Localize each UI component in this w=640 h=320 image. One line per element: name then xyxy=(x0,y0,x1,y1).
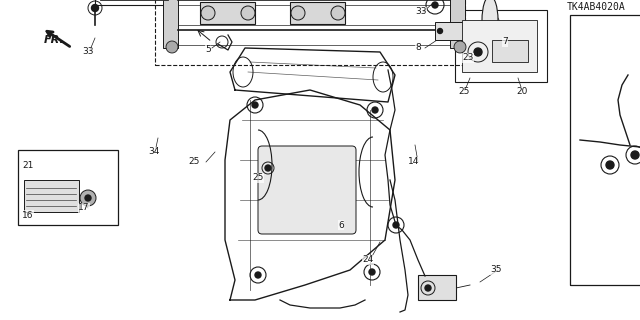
Circle shape xyxy=(393,222,399,228)
Bar xyxy=(455,10,547,82)
Text: 24: 24 xyxy=(362,255,373,265)
Text: 34: 34 xyxy=(148,148,159,156)
FancyBboxPatch shape xyxy=(258,146,356,234)
Text: 35: 35 xyxy=(490,266,502,275)
Circle shape xyxy=(331,6,345,20)
Circle shape xyxy=(372,107,378,113)
Text: 23: 23 xyxy=(462,53,474,62)
Circle shape xyxy=(474,48,482,56)
Bar xyxy=(24,180,79,212)
Circle shape xyxy=(252,102,258,108)
Circle shape xyxy=(201,6,215,20)
Circle shape xyxy=(432,2,438,8)
Circle shape xyxy=(92,4,99,12)
Circle shape xyxy=(438,28,442,34)
Circle shape xyxy=(85,195,91,201)
Text: 25: 25 xyxy=(458,87,469,97)
Bar xyxy=(462,20,537,72)
Text: 16: 16 xyxy=(22,211,33,220)
Circle shape xyxy=(265,165,271,171)
Text: 5: 5 xyxy=(205,45,211,54)
Circle shape xyxy=(606,161,614,169)
Text: 33: 33 xyxy=(415,7,426,17)
Ellipse shape xyxy=(482,0,498,44)
Circle shape xyxy=(166,41,178,53)
Bar xyxy=(418,275,456,300)
Circle shape xyxy=(255,272,261,278)
Circle shape xyxy=(454,41,466,53)
Bar xyxy=(290,2,345,24)
Bar xyxy=(492,40,528,62)
Text: 8: 8 xyxy=(415,44,420,52)
Text: 20: 20 xyxy=(516,87,527,97)
Circle shape xyxy=(425,285,431,291)
Circle shape xyxy=(241,6,255,20)
Text: 33: 33 xyxy=(82,47,93,57)
Text: TK4AB4020A: TK4AB4020A xyxy=(566,2,625,12)
Circle shape xyxy=(80,190,96,206)
Circle shape xyxy=(631,151,639,159)
Bar xyxy=(163,0,178,48)
Circle shape xyxy=(369,269,375,275)
Bar xyxy=(200,2,255,24)
Bar xyxy=(435,22,463,40)
Text: 21: 21 xyxy=(22,161,33,170)
Bar xyxy=(18,150,118,225)
Bar xyxy=(450,0,465,48)
Text: 25: 25 xyxy=(252,173,264,182)
Text: 6: 6 xyxy=(338,220,344,229)
Text: 25: 25 xyxy=(188,157,200,166)
Text: 7: 7 xyxy=(502,37,508,46)
Bar xyxy=(155,0,465,65)
Bar xyxy=(95,0,175,5)
Circle shape xyxy=(291,6,305,20)
Text: 14: 14 xyxy=(408,157,419,166)
Bar xyxy=(570,15,640,285)
Text: 17: 17 xyxy=(78,204,90,212)
Text: FR.: FR. xyxy=(44,35,65,45)
